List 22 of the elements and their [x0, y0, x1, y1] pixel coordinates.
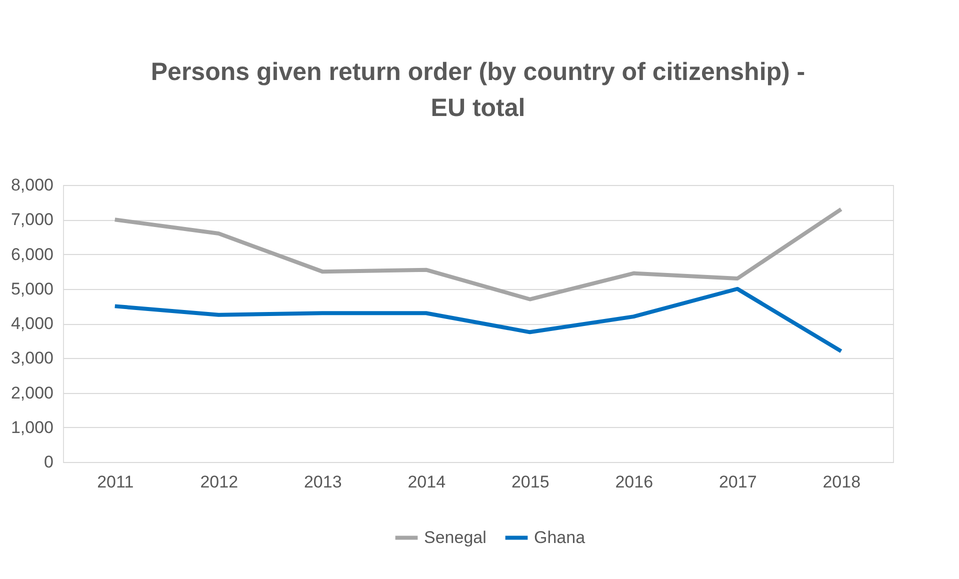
- x-tick-label: 2015: [511, 472, 550, 492]
- line-series: [112, 286, 844, 354]
- x-tick-label: 2014: [408, 472, 446, 492]
- y-tick-label: 1,000: [10, 418, 54, 437]
- y-tick-label: 2,000: [10, 383, 54, 402]
- x-tick-label: 2017: [718, 472, 757, 492]
- y-tick-label: 4,000: [10, 314, 54, 333]
- x-tick-label: 2012: [200, 472, 238, 492]
- legend-label: Ghana: [534, 528, 586, 547]
- y-tick-label: 0: [44, 452, 54, 472]
- x-tick-label: 2016: [615, 472, 654, 492]
- y-tick-label: 5,000: [10, 279, 54, 298]
- y-tick-label: 7,000: [10, 210, 54, 230]
- x-tick-label: 2011: [97, 472, 134, 492]
- line-series: [112, 207, 844, 302]
- x-tick-label: 2013: [304, 472, 342, 492]
- y-tick-label: 3,000: [10, 348, 54, 368]
- y-tick-label: 8,000: [10, 176, 54, 194]
- y-tick-label: 6,000: [10, 244, 54, 264]
- chart-title: Persons given return order (by country of citizenship) - EU total: [150, 58, 806, 122]
- legend-label: Senegal: [424, 528, 486, 547]
- x-tick-label: 2018: [822, 472, 861, 492]
